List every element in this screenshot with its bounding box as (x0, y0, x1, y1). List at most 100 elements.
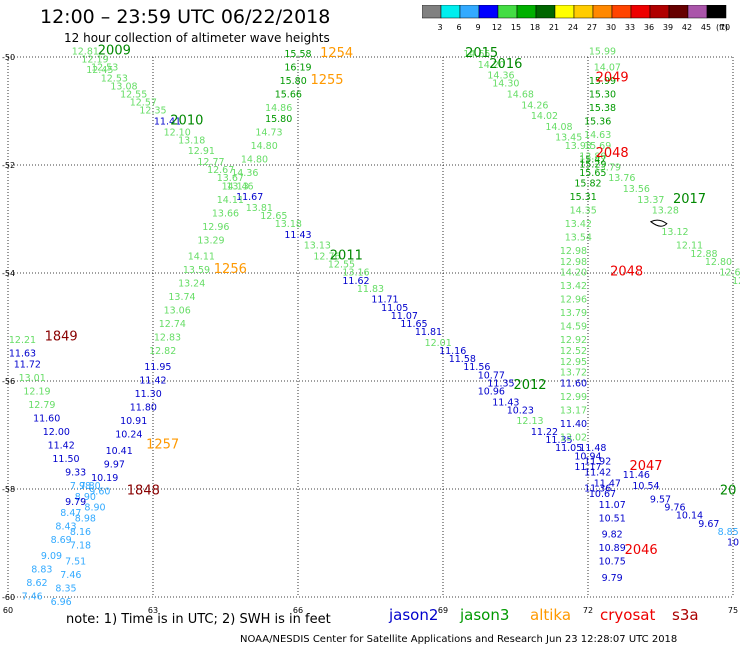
wave-height-point: 12.01 (425, 338, 452, 349)
wave-height-point: 12.11 (676, 241, 703, 252)
wave-height-point: 11.30 (135, 389, 162, 400)
pass-label: 2017 (673, 192, 706, 207)
color-scale-tick-label: 24 (568, 23, 578, 32)
wave-height-point: 11.43 (284, 230, 311, 241)
pass-label: 2011 (330, 249, 363, 264)
wave-height-point: 12.99 (560, 392, 587, 403)
wave-height-point: 12.45 (86, 65, 113, 76)
wave-height-point: 11.60 (560, 378, 587, 389)
color-scale-tick-label: 30 (606, 23, 616, 32)
wave-height-point: 12.96 (202, 222, 229, 233)
wave-height-point: 10.91 (120, 416, 147, 427)
wave-height-point: 12.92 (560, 335, 587, 346)
wave-height-point: 10.75 (599, 557, 626, 568)
wave-height-point: 7.98 (70, 481, 91, 492)
wave-height-point: 11.95 (144, 362, 171, 373)
wave-height-point: 10.89 (599, 543, 626, 554)
note-text: note: 1) Time is in UTC; 2) SWH is in fe… (66, 612, 331, 627)
wave-height-point: 9.60 (89, 486, 110, 497)
y-tick-label: -54 (2, 269, 15, 278)
wave-height-point: 14.11 (217, 195, 244, 206)
wave-height-point: 14.65 (463, 49, 490, 60)
wave-height-point: 15.47 (579, 154, 606, 165)
x-tick-label: 60 (3, 606, 13, 615)
wave-height-point: 13.42 (565, 219, 592, 230)
wave-height-point: 12.77 (197, 157, 224, 168)
wave-height-point: 11.36 (584, 484, 611, 495)
wave-height-point: 11.56 (463, 362, 490, 373)
wave-height-point: 12.79 (28, 400, 55, 411)
pass-label: 2015 (465, 46, 498, 61)
wave-height-point: 8.43 (55, 522, 76, 533)
wave-height-point: 12.88 (690, 249, 717, 260)
wave-height-point: 13.06 (164, 306, 191, 317)
wave-height-point: 13.66 (212, 208, 239, 219)
pass-label: 1254 (320, 46, 353, 61)
pass-label: 2010 (170, 114, 203, 129)
chart-subtitle: 12 hour collection of altimeter wave hei… (64, 31, 330, 45)
color-scale-tick-label: 9 (475, 23, 480, 32)
wave-height-point: 15.58 (284, 49, 311, 60)
wave-height-point: 11.05 (555, 443, 582, 454)
wave-height-point: 13.29 (197, 235, 224, 246)
credit-text: NOAA/NESDIS Center for Satellite Applica… (240, 634, 678, 645)
wave-height-point: 13.37 (637, 195, 664, 206)
wave-height-point: 11.07 (599, 500, 626, 511)
wave-height-point: 12.67 (207, 165, 234, 176)
color-scale-tick-label: 39 (663, 23, 673, 32)
wave-height-point: 10.67 (589, 489, 616, 500)
pass-label: 2012 (513, 378, 546, 393)
wave-height-point: 14.07 (594, 63, 621, 74)
wave-height-point: 14.13 (222, 181, 249, 192)
wave-height-point: 14.11 (188, 252, 215, 263)
wave-height-point: 14.63 (584, 130, 611, 141)
wave-height-point: 12.74 (159, 319, 186, 330)
wave-height-point: 14.80 (251, 141, 278, 152)
wave-height-point: 11.05 (381, 303, 408, 314)
wave-height-point: 13.72 (560, 368, 587, 379)
wave-height-point: 10.77 (478, 370, 505, 381)
wave-height-point: 13.18 (178, 135, 205, 146)
wave-height-point: 9.76 (664, 503, 685, 514)
wave-height-point: 14.73 (255, 127, 282, 138)
wave-height-point: 12.52 (560, 346, 587, 357)
wave-height-point: 7.80 (80, 481, 101, 492)
wave-height-point: 12.35 (139, 106, 166, 117)
color-scale-tick-label: 27 (587, 23, 597, 32)
wave-height-point: 11.92 (584, 457, 611, 468)
wave-height-point: 8.16 (70, 527, 91, 538)
wave-height-point: 14.80 (241, 154, 268, 165)
wave-height-point: 13.54 (565, 233, 592, 244)
wave-height-point: 11.07 (391, 311, 418, 322)
y-tick-label: -56 (2, 377, 15, 386)
wave-height-point: 10.96 (478, 387, 505, 398)
wave-height-point: 14.20 (478, 60, 505, 71)
wave-height-point: 11.80 (130, 403, 157, 414)
wave-height-point: 15.65 (579, 168, 606, 179)
color-scale-tick-label: 3 (437, 23, 442, 32)
pass-label: 2049 (596, 70, 629, 85)
wave-height-point: 12.96 (560, 295, 587, 306)
wave-height-point: 11.67 (236, 192, 263, 203)
wave-height-point: 14.36 (487, 71, 514, 82)
wave-height-point: 10.54 (632, 481, 659, 492)
wave-height-point: 15.29 (579, 160, 606, 171)
wave-height-point: 12.91 (188, 146, 215, 157)
wave-height-point: 9.09 (41, 551, 62, 562)
wave-height-point: 11.40 (560, 419, 587, 430)
color-scale-tick-label: 36 (644, 23, 654, 32)
wave-height-point: 14.20 (560, 268, 587, 279)
wave-height-point: 16.19 (284, 63, 311, 74)
wave-height-point: 12.55 (120, 90, 147, 101)
color-scale-tick-label: 45 (701, 23, 711, 32)
wave-height-point: 11.48 (579, 443, 606, 454)
wave-height-point: 13.67 (217, 173, 244, 184)
wave-height-point: 13.81 (246, 203, 273, 214)
wave-height-point: 12.55 (328, 260, 355, 271)
wave-height-point: 9.79 (602, 573, 623, 584)
pass-label: 2046 (625, 543, 658, 558)
wave-height-point: 13.16 (342, 268, 369, 279)
color-scale-tick-label: 15 (511, 23, 521, 32)
wave-height-point: 14.36 (231, 168, 258, 179)
